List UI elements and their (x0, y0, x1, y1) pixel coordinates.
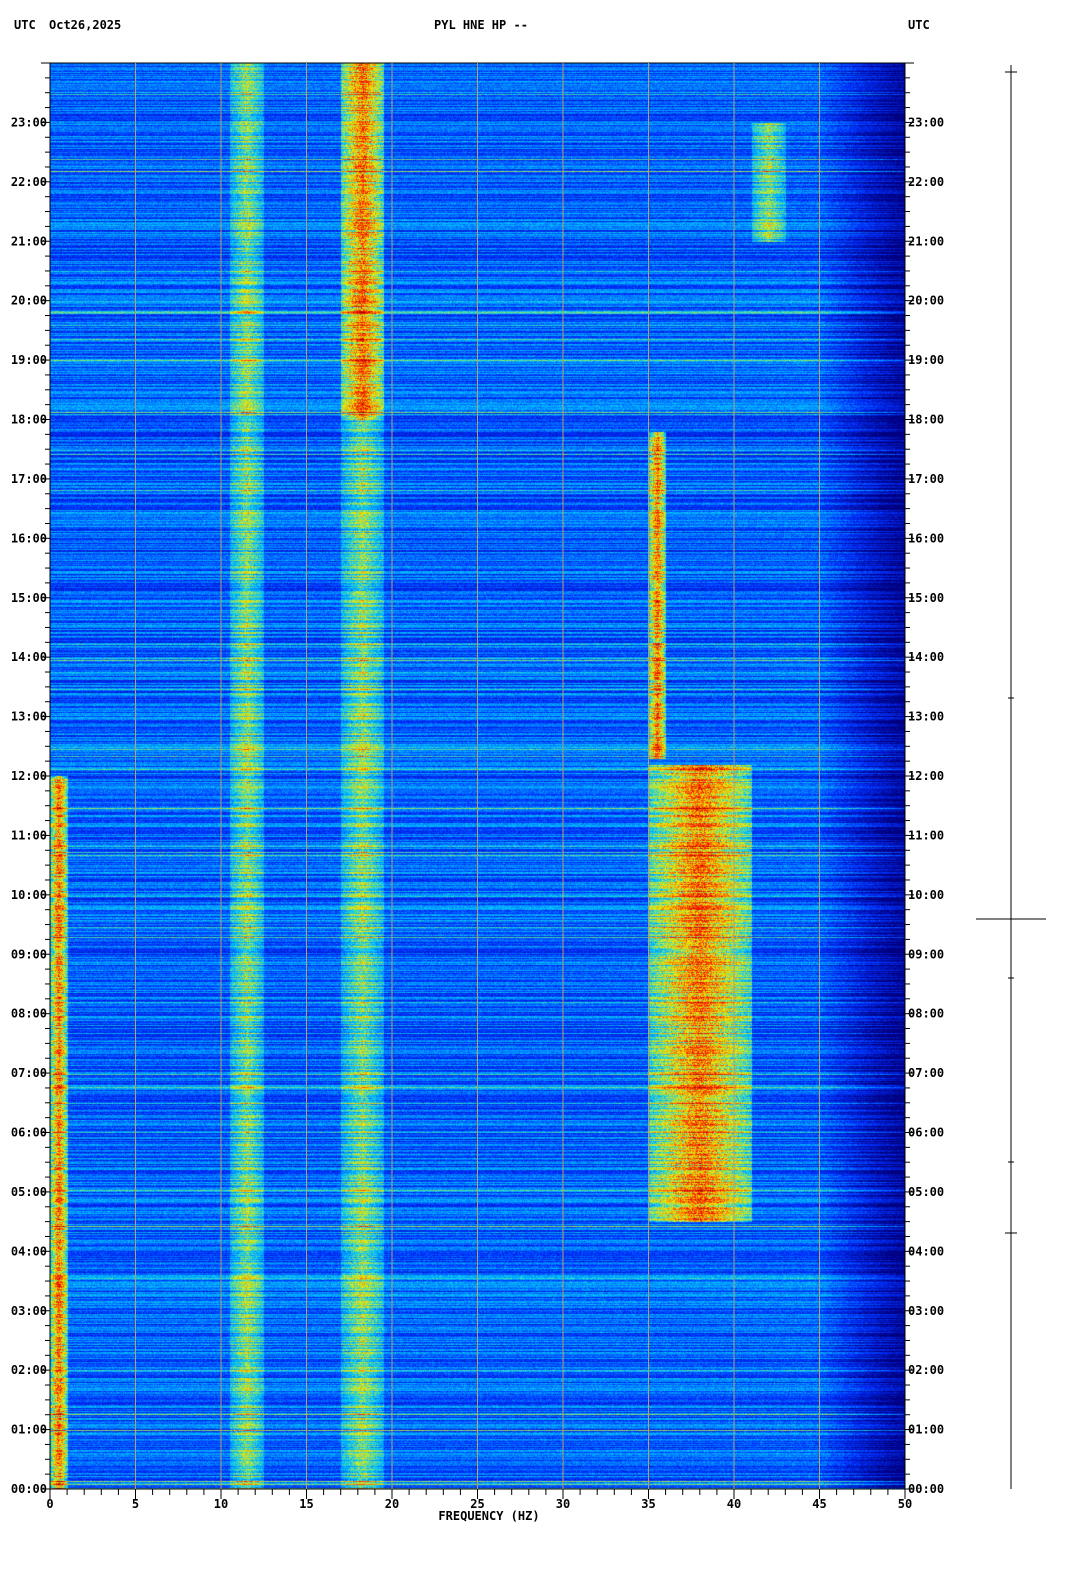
y-tick-label-left: 03:00 (11, 1304, 47, 1318)
y-tick-label-left: 18:00 (11, 413, 47, 427)
y-tick-label-left: 10:00 (11, 888, 47, 902)
y-tick-label-left: 14:00 (11, 650, 47, 664)
y-tick-label-left: 09:00 (11, 947, 47, 961)
x-tick-label: 40 (727, 1497, 741, 1511)
y-tick-label-right: 09:00 (908, 947, 944, 961)
x-tick-label: 45 (812, 1497, 826, 1511)
y-tick-label-right: 14:00 (908, 650, 944, 664)
chart-title: PYL HNE HP -- (434, 18, 528, 32)
timezone-right: UTC (908, 18, 930, 32)
y-tick-label-left: 05:00 (11, 1185, 47, 1199)
x-tick-label: 50 (898, 1497, 912, 1511)
x-tick-label: 25 (470, 1497, 484, 1511)
timezone-left: UTC (14, 18, 36, 32)
y-tick-label-right: 06:00 (908, 1126, 944, 1140)
y-tick-label-left: 17:00 (11, 472, 47, 486)
y-tick-label-left: 21:00 (11, 234, 47, 248)
y-tick-label-left: 00:00 (11, 1482, 47, 1496)
y-tick-label-right: 08:00 (908, 1007, 944, 1021)
x-tick-label: 20 (385, 1497, 399, 1511)
y-tick-label-left: 15:00 (11, 591, 47, 605)
y-tick-label-left: 12:00 (11, 769, 47, 783)
y-tick-label-left: 19:00 (11, 353, 47, 367)
y-tick-label-right: 21:00 (908, 234, 944, 248)
y-tick-label-right: 04:00 (908, 1244, 944, 1258)
y-tick-label-right: 16:00 (908, 531, 944, 545)
y-tick-label-right: 00:00 (908, 1482, 944, 1496)
y-tick-label-right: 03:00 (908, 1304, 944, 1318)
y-tick-label-right: 17:00 (908, 472, 944, 486)
y-tick-label-right: 10:00 (908, 888, 944, 902)
y-tick-label-right: 11:00 (908, 828, 944, 842)
y-tick-label-right: 13:00 (908, 710, 944, 724)
y-tick-label-right: 15:00 (908, 591, 944, 605)
y-tick-label-left: 22:00 (11, 175, 47, 189)
y-tick-label-left: 11:00 (11, 828, 47, 842)
x-axis-label: FREQUENCY (HZ) (438, 1509, 539, 1523)
y-tick-label-left: 16:00 (11, 531, 47, 545)
y-tick-label-left: 23:00 (11, 115, 47, 129)
y-tick-label-right: 05:00 (908, 1185, 944, 1199)
x-tick-label: 30 (556, 1497, 570, 1511)
y-tick-label-right: 02:00 (908, 1363, 944, 1377)
y-tick-label-left: 02:00 (11, 1363, 47, 1377)
y-tick-label-left: 06:00 (11, 1126, 47, 1140)
y-tick-label-left: 01:00 (11, 1423, 47, 1437)
y-tick-label-right: 23:00 (908, 115, 944, 129)
x-tick-label: 0 (46, 1497, 53, 1511)
y-tick-label-right: 18:00 (908, 413, 944, 427)
y-tick-label-right: 12:00 (908, 769, 944, 783)
y-tick-label-right: 22:00 (908, 175, 944, 189)
y-tick-label-left: 07:00 (11, 1066, 47, 1080)
x-tick-label: 5 (132, 1497, 139, 1511)
y-tick-label-left: 20:00 (11, 294, 47, 308)
y-tick-label-right: 07:00 (908, 1066, 944, 1080)
y-tick-label-right: 20:00 (908, 294, 944, 308)
y-tick-label-right: 01:00 (908, 1423, 944, 1437)
x-tick-label: 15 (299, 1497, 313, 1511)
y-tick-label-left: 13:00 (11, 710, 47, 724)
y-tick-label-left: 08:00 (11, 1007, 47, 1021)
x-tick-label: 10 (214, 1497, 228, 1511)
x-tick-label: 35 (641, 1497, 655, 1511)
y-tick-label-right: 19:00 (908, 353, 944, 367)
y-tick-label-left: 04:00 (11, 1244, 47, 1258)
date-label: Oct26,2025 (49, 18, 122, 32)
